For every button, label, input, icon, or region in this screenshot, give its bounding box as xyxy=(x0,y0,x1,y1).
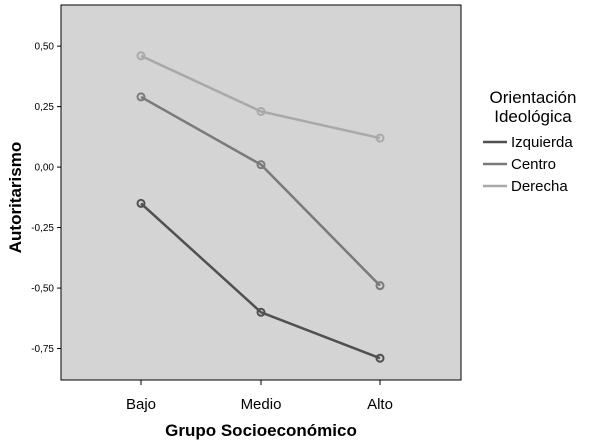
x-axis-title: Grupo Socioeconómico xyxy=(165,421,357,440)
data-point-derecha xyxy=(375,133,385,143)
legend-label-centro: Centro xyxy=(511,156,556,173)
y-axis-title: Autoritarismo xyxy=(6,142,25,253)
y-axis: 0,50 0,25 0,00 -0,25 -0,50 -0,75 xyxy=(31,42,61,355)
y-tick-label: -0,25 xyxy=(31,223,54,234)
y-tick-label: 0,50 xyxy=(35,42,55,53)
data-point-derecha xyxy=(136,51,146,61)
plot-area xyxy=(60,4,462,381)
legend-label-derecha: Derecha xyxy=(511,178,568,195)
y-tick-label: -0,75 xyxy=(31,344,54,355)
x-tick-label: Bajo xyxy=(126,396,156,413)
y-tick-label: 0,00 xyxy=(35,163,55,174)
legend-title-line-1: Orientación xyxy=(490,88,577,107)
data-point-izquierda xyxy=(136,198,146,208)
data-point-centro xyxy=(256,160,266,170)
data-point-izquierda xyxy=(256,307,266,317)
x-tick-label: Alto xyxy=(367,396,393,413)
y-tick-label: -0,50 xyxy=(31,284,54,295)
data-point-centro xyxy=(375,281,385,291)
x-axis: Bajo Medio Alto xyxy=(126,380,393,413)
legend-label-izquierda: Izquierda xyxy=(511,134,573,151)
series-group xyxy=(136,51,385,363)
x-tick-label: Medio xyxy=(241,396,282,413)
legend-title-line-2: Ideológica xyxy=(494,107,572,126)
series-line-derecha xyxy=(140,54,381,140)
data-point-izquierda xyxy=(375,353,385,363)
y-tick-label: 0,25 xyxy=(35,102,55,113)
series-line-izquierda xyxy=(140,202,381,360)
series-line-centro xyxy=(140,95,381,287)
data-point-centro xyxy=(136,92,146,102)
legend: Orientación Ideológica Izquierda Centro De… xyxy=(483,88,576,195)
data-point-derecha xyxy=(256,106,266,116)
